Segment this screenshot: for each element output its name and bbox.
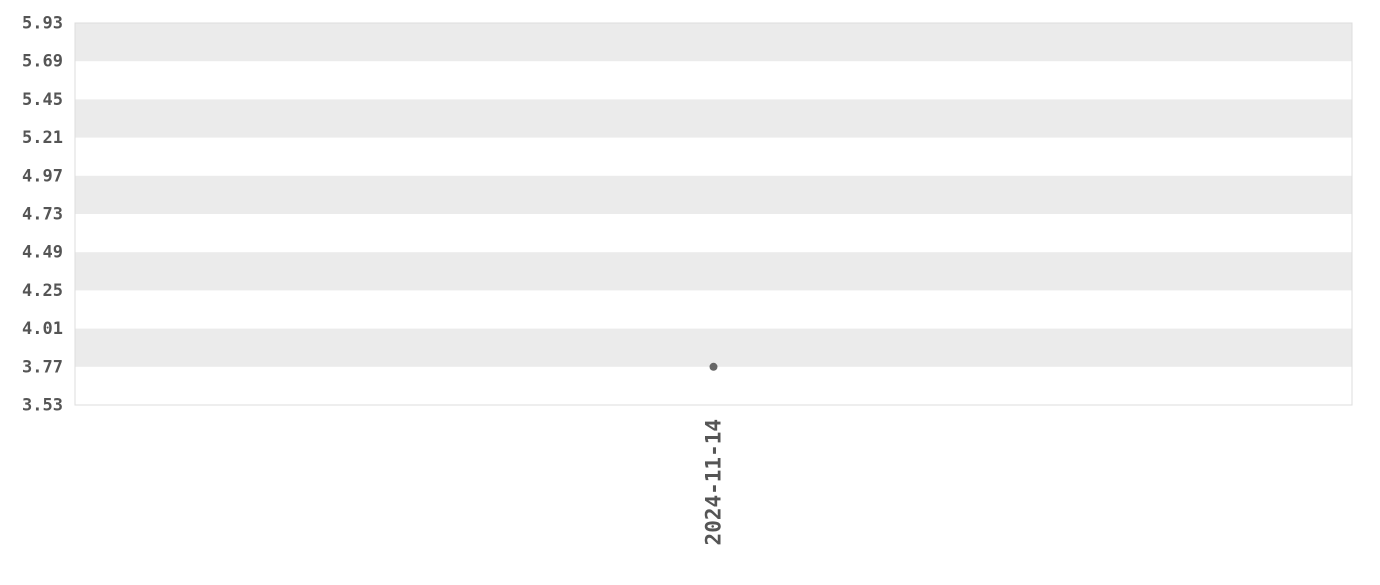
data-point — [709, 362, 718, 371]
plot-border — [74, 22, 1353, 406]
grid-band — [75, 175, 1352, 214]
y-tick-label: 4.01 — [22, 319, 63, 339]
y-tick-label: 4.25 — [22, 281, 63, 301]
grid-band — [75, 99, 1352, 138]
grid-band — [75, 328, 1352, 367]
y-tick-label: 4.49 — [22, 243, 63, 263]
y-tick-label: 5.21 — [22, 128, 63, 148]
y-tick-label: 4.73 — [22, 205, 63, 225]
y-tick-label: 5.45 — [22, 90, 63, 110]
y-tick-label: 4.97 — [22, 166, 63, 186]
y-tick-label: 5.93 — [22, 14, 63, 34]
grid-band — [75, 23, 1352, 62]
y-tick-label: 3.53 — [22, 396, 63, 416]
grid-band — [75, 252, 1352, 291]
y-tick-label: 3.77 — [22, 357, 63, 377]
x-tick-label: 2024-11-14 — [702, 419, 726, 545]
y-tick-label: 5.69 — [22, 52, 63, 72]
